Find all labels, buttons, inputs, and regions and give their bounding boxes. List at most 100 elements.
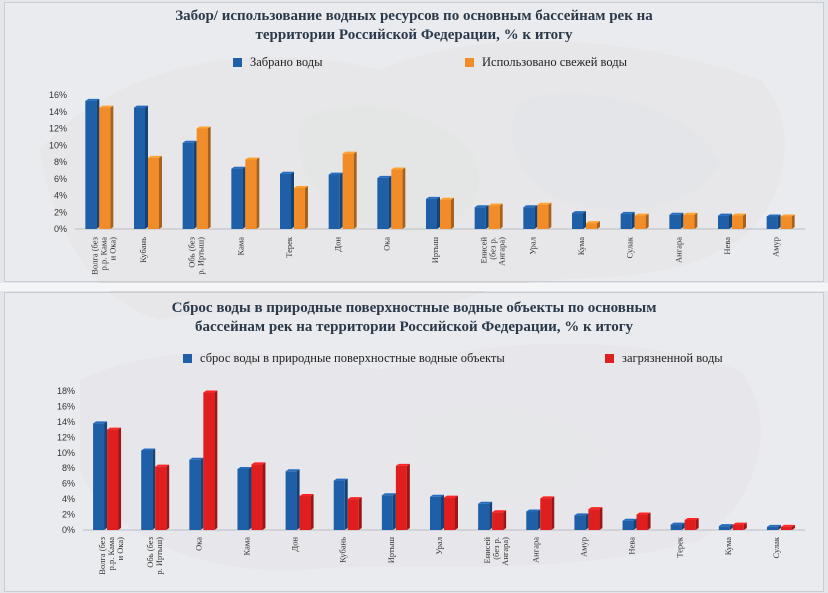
bar-series2 [107,427,122,530]
x-category-label: Кума [576,237,586,255]
x-category-label: Урал [434,536,444,554]
bar-series1 [474,205,489,229]
y-tick-label: 16% [49,90,67,100]
legend-label: Использовано свежей воды [482,55,627,69]
legend-label: сброс воды в природные поверхностные вод… [200,351,505,365]
bar-series2 [780,524,795,530]
x-category-label: Ангара [673,237,683,263]
bar-series1 [381,493,396,530]
bar-series1 [478,501,493,530]
x-category-label: Кума [723,537,733,555]
y-tick-label: 14% [57,417,75,427]
bar-series2 [99,105,114,229]
y-tick-label: 6% [62,479,75,489]
legend-label: Забрано воды [250,55,323,69]
bar-series2 [444,495,458,530]
chart-panel-water-intake: Забор/ использование водных ресурсов по … [4,2,824,282]
bar-series1 [280,171,294,229]
bar-series1 [670,522,685,530]
bar-series1 [134,105,148,229]
y-tick-label: 8% [62,463,75,473]
bar-series1 [572,211,586,229]
bar-chart-intake: 0% 2% 4% 6% 8% 10% 12% 14% 16% Волга (безр.р. Кам… [49,90,805,275]
bar-series2 [586,221,600,229]
x-category-label: Нева [722,237,732,255]
y-tick-label: 10% [57,448,75,458]
y-tick-label: 10% [49,140,67,150]
bar-series1 [523,205,538,229]
bar-series1 [377,175,392,229]
y-tick-label: 4% [54,191,67,201]
bar-series2 [588,507,603,530]
x-category-label: Терек [284,236,294,258]
x-category-label: Амур [578,537,588,557]
legend-swatch-blue [233,58,242,67]
bar-series1 [285,469,300,530]
bar-series1 [426,196,440,229]
x-category-label: Сулак [771,536,781,558]
x-category-label: Иртыш [430,237,440,264]
x-category-label: Ока [381,237,391,251]
panel-divider [0,283,828,291]
bar-series2 [537,202,552,229]
bar-series2 [780,214,795,229]
y-tick-label: 12% [57,432,75,442]
bar-series1 [93,421,108,530]
bar-series2 [440,197,454,229]
x-category-label: Кубань [138,237,148,263]
bar-series1 [669,212,684,229]
y-tick-label: 6% [54,174,67,184]
bar-series1 [622,518,637,530]
bar-series2 [196,126,211,229]
bar-series2 [294,185,308,229]
bar-series2 [391,167,406,229]
legend-item-fresh-used: Использовано свежей воды [465,55,627,70]
chart-title-line2: бассейнам рек на территории Российской Ф… [194,319,634,335]
x-category-label: Волга (безр.р. Камаи Ока) [89,236,117,274]
bar-series1 [141,448,156,530]
y-tick-label: 14% [49,107,67,117]
chart-panel-discharge: Сброс воды в природные поверхностные вод… [4,292,824,592]
y-tick-label: 18% [57,386,75,396]
x-category-label: Енисей(без р.Ангара) [479,237,507,266]
legend-swatch-orange [465,58,474,67]
y-tick-label: 2% [62,510,75,520]
bar-series1 [574,513,589,530]
x-category-label: Кубань [338,537,348,563]
y-tick-label: 16% [57,401,75,411]
bar-series1 [620,211,635,229]
y-tick-label: 12% [49,124,67,134]
bar-series1 [526,509,541,530]
bar-series1 [231,166,246,229]
bar-series2 [492,510,507,530]
bar-series2 [299,494,314,530]
bar-series2 [488,203,503,229]
bar-series1 [85,98,100,229]
bar-series2 [683,212,698,229]
x-category-label: Волга (безр.р. Камаи Ока) [97,536,125,574]
chart-title-line1: Сброс воды в природные поверхностные вод… [171,300,657,316]
bar-series2 [148,155,162,229]
x-category-label: Енисей(без р.Ангара) [482,537,510,566]
x-category-label: Нева [627,537,637,555]
y-tick-label: 2% [54,207,67,217]
bar-series2 [342,151,357,229]
legend-swatch-blue [183,354,192,363]
bar-series2 [634,213,649,229]
x-category-label: Дон [290,537,300,552]
x-category-label: Обь (безр. Иртыш) [187,236,206,274]
bar-series2 [732,213,746,229]
bar-series2 [245,157,260,229]
bar-series1 [766,214,781,229]
bar-series2 [395,463,410,530]
x-category-label: Амур [771,237,781,257]
x-category-label: Ангара [530,537,540,563]
legend-item-withdrawn: Забрано воды [233,55,323,70]
legend-item-polluted: загрязненной воды [605,351,723,366]
bar-series2 [251,462,266,530]
bar-series1 [718,524,733,530]
bar-series1 [333,478,348,530]
bar-series1 [182,140,197,229]
bar-series1 [237,466,252,530]
bar-chart-discharge: 0% 2% 4% 6% 8% 10% 12% 14% 16% 18% Волга (безр.р. … [57,386,805,575]
